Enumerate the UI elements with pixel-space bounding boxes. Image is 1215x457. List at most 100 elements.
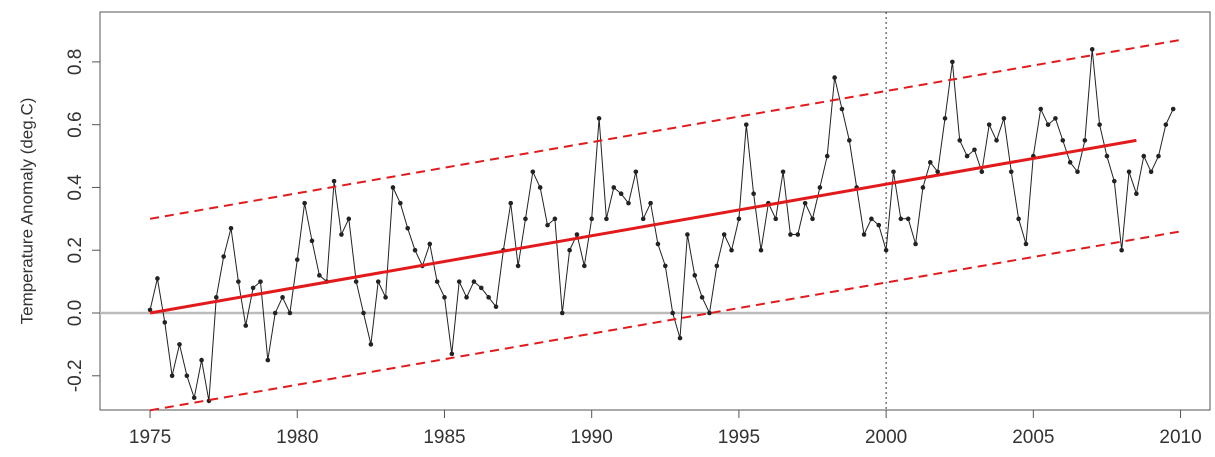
data-point bbox=[618, 191, 624, 197]
data-point bbox=[464, 295, 469, 300]
data-point bbox=[596, 116, 602, 121]
x-tick-label: 1990 bbox=[571, 427, 613, 448]
data-point bbox=[677, 335, 683, 341]
y-tick-label: 0.0 bbox=[65, 300, 86, 326]
data-point bbox=[663, 263, 668, 269]
data-point bbox=[530, 169, 536, 175]
data-point bbox=[582, 263, 587, 269]
plot-frame bbox=[99, 11, 1211, 411]
data-point bbox=[155, 276, 160, 281]
data-point bbox=[876, 222, 882, 228]
data-point bbox=[478, 285, 484, 291]
data-point bbox=[1126, 169, 1132, 175]
data-point bbox=[604, 216, 609, 222]
data-point bbox=[780, 169, 786, 175]
data-point bbox=[471, 279, 477, 284]
data-point bbox=[221, 254, 226, 259]
data-point bbox=[1134, 191, 1139, 197]
data-point bbox=[456, 279, 462, 284]
data-point bbox=[633, 169, 639, 175]
data-point bbox=[169, 373, 175, 379]
data-point bbox=[405, 225, 410, 231]
data-point bbox=[685, 232, 690, 237]
data-point bbox=[655, 241, 661, 247]
data-point bbox=[1001, 116, 1007, 121]
data-point bbox=[162, 320, 168, 325]
data-point bbox=[545, 222, 550, 228]
data-point bbox=[972, 147, 977, 153]
x-tick-label: 2000 bbox=[865, 427, 907, 448]
data-point bbox=[648, 200, 653, 206]
data-point bbox=[265, 357, 271, 363]
x-tick-label: 1980 bbox=[276, 427, 318, 448]
data-point bbox=[243, 323, 249, 328]
data-point bbox=[1067, 160, 1073, 165]
data-point bbox=[626, 200, 631, 206]
data-point bbox=[1119, 247, 1124, 253]
data-point bbox=[611, 185, 617, 190]
data-point bbox=[199, 357, 204, 363]
data-point bbox=[1104, 153, 1110, 159]
data-point bbox=[751, 191, 756, 197]
data-point bbox=[810, 216, 815, 222]
data-point bbox=[228, 225, 234, 231]
data-point bbox=[670, 310, 675, 316]
data-point bbox=[412, 247, 418, 253]
data-point bbox=[1060, 138, 1066, 143]
data-point bbox=[250, 285, 256, 291]
anomaly-line bbox=[149, 49, 1174, 401]
data-point bbox=[773, 216, 779, 222]
data-point bbox=[1075, 169, 1080, 175]
data-point bbox=[817, 185, 823, 190]
data-point bbox=[1148, 169, 1154, 175]
data-point bbox=[589, 216, 594, 222]
data-point bbox=[758, 247, 764, 253]
data-point bbox=[191, 395, 197, 401]
data-point bbox=[236, 279, 241, 284]
y-axis-label: Temperature Anomaly (deg.C) bbox=[17, 98, 36, 325]
data-point bbox=[177, 342, 182, 347]
data-point bbox=[302, 200, 307, 206]
data-point bbox=[1156, 153, 1161, 159]
data-point bbox=[920, 185, 926, 190]
lower-line bbox=[149, 230, 1181, 412]
data-point bbox=[515, 263, 521, 269]
data-point bbox=[1053, 116, 1058, 121]
data-point bbox=[714, 263, 720, 269]
upper-line bbox=[149, 38, 1181, 220]
y-tick-label: 0.6 bbox=[65, 111, 86, 137]
x-tick-label: 1985 bbox=[423, 427, 465, 448]
data-point bbox=[434, 279, 440, 284]
data-point bbox=[1112, 178, 1117, 184]
data-point bbox=[1016, 216, 1021, 222]
data-point bbox=[390, 185, 396, 190]
x-tick-label: 2010 bbox=[1159, 427, 1201, 448]
data-point bbox=[449, 351, 455, 357]
data-point bbox=[891, 169, 896, 175]
data-point bbox=[383, 295, 388, 300]
data-point bbox=[736, 216, 742, 222]
data-point bbox=[1097, 122, 1102, 127]
data-point bbox=[905, 216, 911, 222]
data-point bbox=[294, 257, 300, 262]
data-point bbox=[559, 310, 565, 316]
data-point bbox=[339, 232, 344, 237]
data-point bbox=[957, 138, 963, 143]
x-tick-label: 2005 bbox=[1012, 427, 1054, 448]
data-point bbox=[802, 200, 808, 206]
data-point bbox=[574, 232, 580, 237]
data-point bbox=[986, 122, 992, 127]
data-point bbox=[361, 310, 366, 316]
data-point bbox=[729, 247, 734, 253]
data-point bbox=[567, 247, 572, 253]
data-point bbox=[280, 295, 285, 300]
x-tick-label: 1995 bbox=[718, 427, 760, 448]
data-point bbox=[552, 216, 558, 222]
data-point bbox=[964, 153, 970, 159]
data-point bbox=[1023, 241, 1029, 247]
data-point bbox=[707, 310, 712, 316]
y-tick-label: -0.2 bbox=[65, 359, 86, 392]
data-point bbox=[1141, 153, 1147, 159]
data-point bbox=[213, 295, 219, 300]
